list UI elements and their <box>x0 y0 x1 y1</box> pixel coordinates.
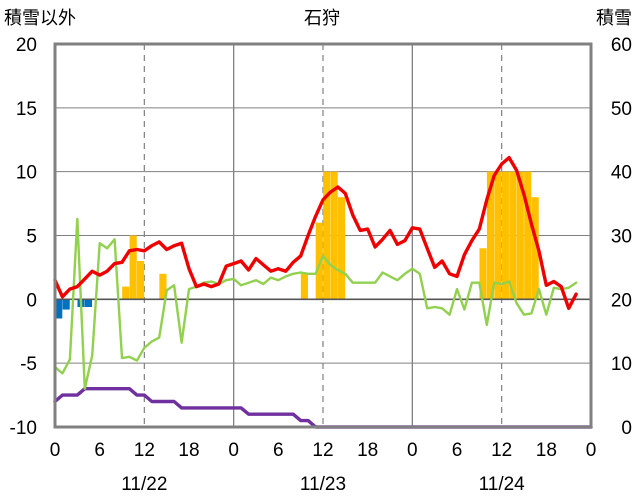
bar-precipitation <box>122 286 130 300</box>
bar-precipitation <box>315 222 323 300</box>
bar-precipitation <box>159 273 167 300</box>
x-tick-label: 0 <box>586 440 597 461</box>
right-tick-label: 40 <box>611 163 632 184</box>
left-tick-label: 10 <box>16 163 37 184</box>
x-tick-label: 6 <box>273 440 284 461</box>
bar-precipitation <box>479 248 487 300</box>
bar-precipitation <box>323 171 331 300</box>
x-tick-label: 6 <box>452 440 463 461</box>
date-label: 11/24 <box>479 474 526 495</box>
bar-precipitation <box>494 171 502 300</box>
right-tick-label: 0 <box>621 418 632 439</box>
left-tick-label: -5 <box>20 354 37 375</box>
bar-precipitation <box>509 171 517 300</box>
bar-negative_bar <box>55 299 63 319</box>
bar-precipitation <box>129 235 137 300</box>
right-tick-label: 30 <box>611 227 632 248</box>
x-tick-label: 12 <box>491 440 512 461</box>
bar-precipitation <box>330 171 338 300</box>
left-tick-label: 20 <box>16 35 37 56</box>
x-tick-label: 18 <box>536 440 557 461</box>
date-label: 11/23 <box>300 474 346 495</box>
left-tick-label: 0 <box>26 290 37 311</box>
bar-precipitation <box>338 197 346 300</box>
bar-precipitation <box>524 171 532 300</box>
x-tick-label: 0 <box>407 440 418 461</box>
bar-precipitation <box>486 171 495 300</box>
series-line-temperature <box>53 155 578 310</box>
bar-precipitation <box>501 171 509 300</box>
left-tick-label: 15 <box>16 99 37 120</box>
bar-precipitation <box>300 273 308 300</box>
bar-negative_bar <box>84 299 93 307</box>
right-axis-label: 積雪 <box>596 8 632 29</box>
x-tick-label: 12 <box>134 440 155 461</box>
x-tick-label: 18 <box>357 440 378 461</box>
right-tick-label: 50 <box>611 99 632 120</box>
series-line-wind <box>53 217 578 390</box>
x-tick-label: 0 <box>50 440 61 461</box>
left-tick-label: -10 <box>10 418 37 439</box>
left-axis-label: 積雪以外 <box>4 8 76 29</box>
bar-precipitation <box>516 171 524 300</box>
bar-precipitation <box>137 261 145 300</box>
x-tick-label: 6 <box>94 440 105 461</box>
bar-negative_bar <box>62 299 70 310</box>
date-label: 11/22 <box>121 474 167 495</box>
bar-precipitation <box>531 197 539 300</box>
right-tick-label: 20 <box>611 290 632 311</box>
chart-title: 石狩 <box>304 8 340 29</box>
x-tick-label: 12 <box>312 440 333 461</box>
plot-frame <box>53 42 593 429</box>
x-tick-label: 18 <box>178 440 199 461</box>
left-tick-label: 5 <box>26 227 37 248</box>
right-tick-label: 10 <box>611 354 632 375</box>
right-tick-label: 60 <box>611 35 632 56</box>
x-tick-label: 0 <box>228 440 239 461</box>
